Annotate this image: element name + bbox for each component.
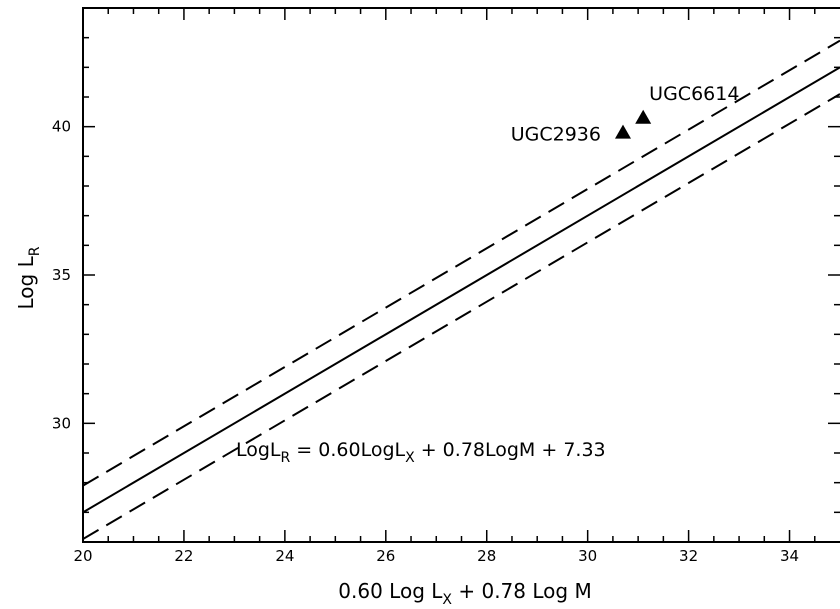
x-tick-label: 30 [578, 547, 597, 565]
x-tick-label: 24 [275, 547, 294, 565]
equation-text: = 0.60LogL [290, 439, 405, 461]
x-axis-ticks: 20 22 24 26 28 30 32 34 [73, 8, 816, 565]
data-point-label: UGC2936 [511, 124, 601, 146]
x-tick-label: 34 [780, 547, 799, 565]
data-point-label: UGC6614 [649, 83, 739, 105]
equation-text: + 0.78LogM + 7.33 [415, 439, 606, 461]
y-tick-label: 30 [52, 414, 71, 432]
x-tick-label: 32 [679, 547, 698, 565]
y-axis-label: Log LR [14, 246, 43, 309]
data-point-triangle [614, 124, 631, 139]
x-tick-label: 20 [73, 547, 92, 565]
fit-line-solid [83, 66, 840, 514]
x-axis-label: 0.60 Log LX + 0.78 Log M [338, 579, 591, 608]
x-axis-label-rest: + 0.78 Log M [452, 579, 592, 603]
x-axis-label-sub: X [442, 592, 452, 608]
data-points: UGC2936 UGC6614 [511, 83, 740, 146]
equation-text: LogL [236, 439, 281, 461]
equation-subscript: R [281, 450, 291, 466]
equation-subscript: X [405, 450, 415, 466]
y-axis-label-main: Log L [14, 255, 38, 309]
x-tick-label: 28 [477, 547, 496, 565]
fit-lines [83, 39, 840, 540]
x-tick-label: 22 [174, 547, 193, 565]
x-axis-label-main: 0.60 Log L [338, 579, 443, 603]
y-tick-label: 35 [52, 266, 71, 284]
fit-equation-annotation: LogLR = 0.60LogLX + 0.78LogM + 7.33 [236, 439, 606, 466]
y-axis-label-sub: R [27, 246, 43, 256]
y-tick-label: 40 [52, 118, 71, 136]
data-point-triangle [635, 109, 652, 124]
x-tick-label: 26 [376, 547, 395, 565]
fit-line-dashed [83, 39, 840, 487]
fit-line-dashed [83, 93, 840, 540]
